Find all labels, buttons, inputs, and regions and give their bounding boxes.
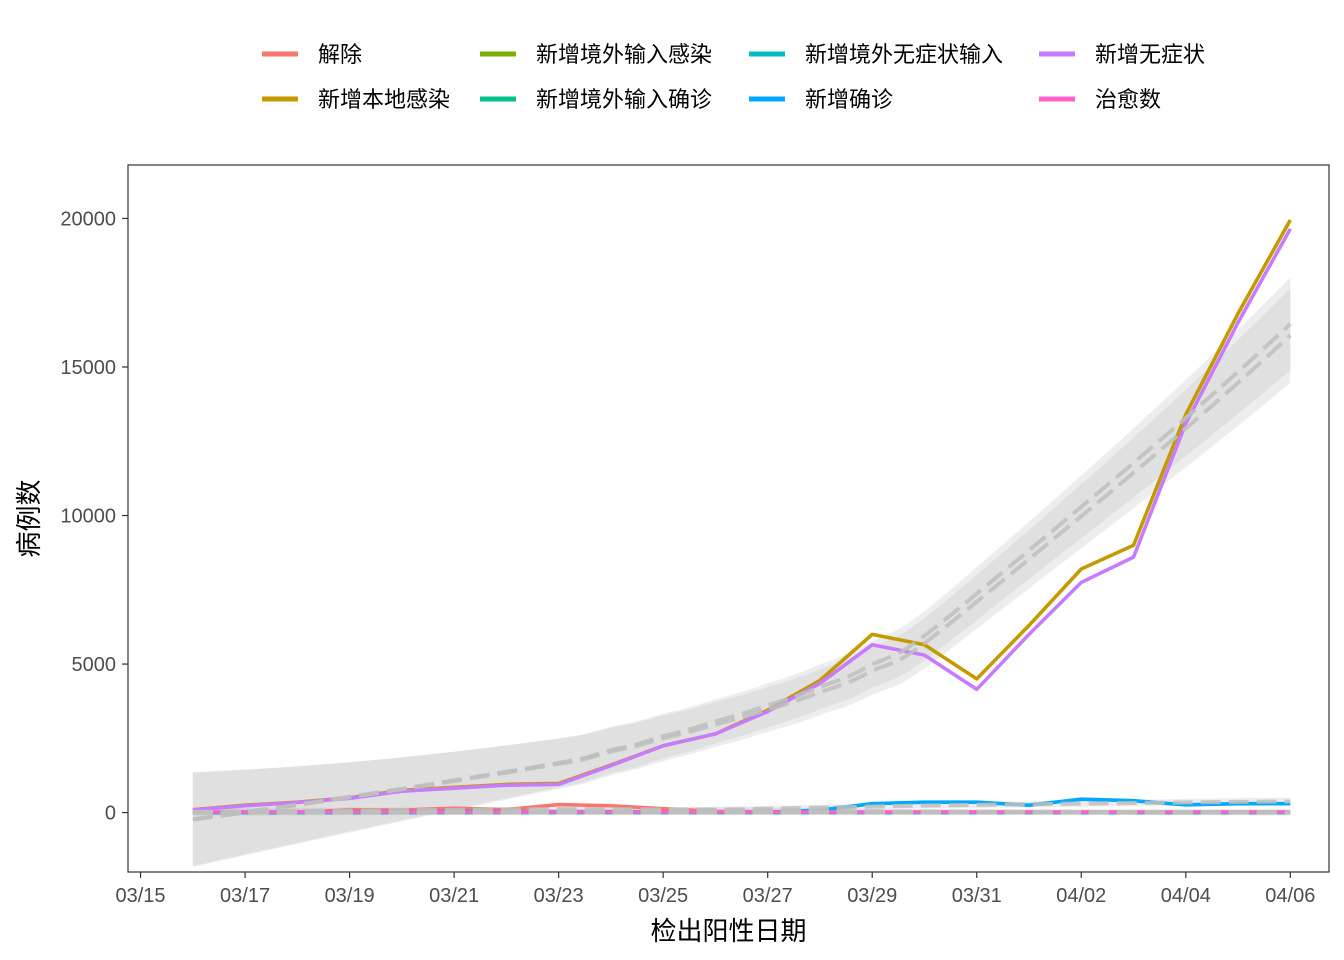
smooth-lines — [192, 322, 1292, 822]
x-tick-label: 03/25 — [638, 885, 688, 907]
legend-item: 新增确诊 — [749, 88, 893, 113]
x-tick-label: 04/02 — [1056, 885, 1106, 907]
x-axis: 03/15 03/17 03/19 03/21 03/23 03/25 03/27 03/29… — [116, 872, 1315, 907]
confidence-ribbon — [192, 277, 1291, 866]
legend-label: 新增确诊 — [805, 88, 893, 113]
y-tick-label: 10000 — [60, 506, 116, 528]
plot-border — [127, 164, 1330, 873]
legend-label: 新增境外输入确诊 — [536, 88, 712, 113]
x-tick-label: 03/27 — [743, 885, 793, 907]
y-axis-title: 病例数 — [15, 479, 45, 557]
x-tick-label: 04/06 — [1265, 885, 1315, 907]
legend-item: 新增境外输入感染 — [480, 43, 712, 68]
x-tick-label: 03/23 — [534, 885, 584, 907]
plot-panel — [128, 165, 1329, 872]
y-tick-label: 20000 — [60, 208, 116, 230]
legend-label: 新增无症状 — [1095, 43, 1205, 68]
y-axis: 0 5000 10000 15000 20000 — [60, 208, 128, 825]
legend-label: 解除 — [318, 43, 362, 68]
smooth-line — [192, 333, 1292, 822]
legend-item: 新增境外无症状输入 — [749, 43, 1003, 68]
confidence-ribbon — [192, 287, 1291, 868]
y-tick-label: 0 — [105, 803, 116, 825]
legend-label: 新增境外无症状输入 — [805, 43, 1003, 68]
y-tick-label: 5000 — [72, 654, 117, 676]
legend-label: 新增本地感染 — [318, 88, 450, 113]
x-tick-label: 03/21 — [429, 885, 479, 907]
legend-item: 解除 — [262, 43, 362, 68]
x-tick-label: 03/29 — [847, 885, 897, 907]
legend-item: 新增本地感染 — [262, 88, 450, 113]
legend-item: 新增境外输入确诊 — [480, 88, 712, 113]
x-axis-title: 检出阳性日期 — [650, 917, 806, 947]
y-tick-label: 15000 — [60, 357, 116, 379]
legend-label: 治愈数 — [1095, 88, 1161, 113]
x-tick-label: 03/31 — [952, 885, 1002, 907]
legend-item: 治愈数 — [1039, 88, 1161, 113]
x-tick-label: 04/04 — [1161, 885, 1211, 907]
x-tick-label: 03/15 — [116, 885, 166, 907]
legend-label: 新增境外输入感染 — [536, 43, 712, 68]
x-tick-label: 03/17 — [220, 885, 270, 907]
x-tick-label: 03/19 — [325, 885, 375, 907]
legend-item: 新增无症状 — [1039, 43, 1205, 68]
